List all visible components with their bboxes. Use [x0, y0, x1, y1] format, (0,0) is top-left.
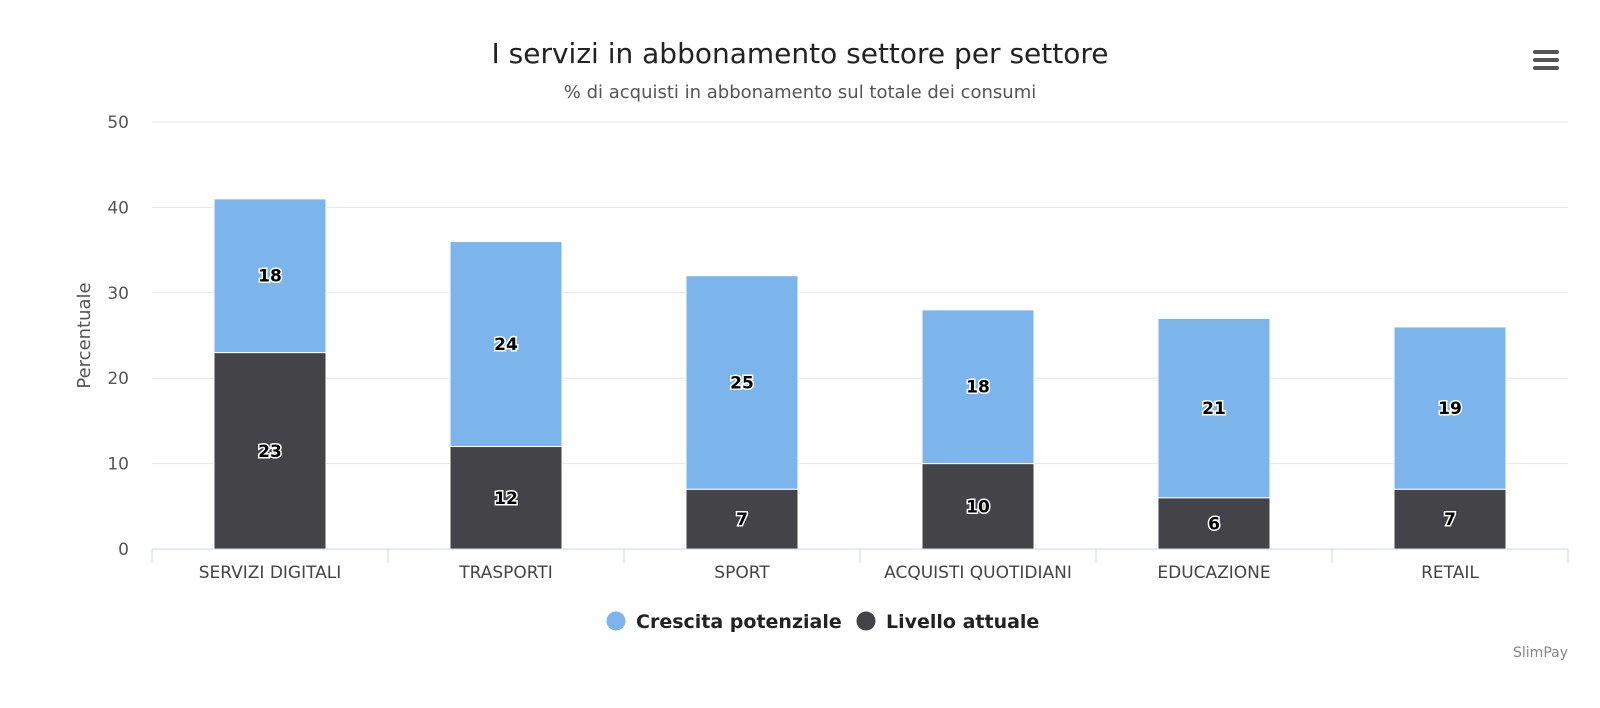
credit-label[interactable]: SlimPay — [1513, 645, 1568, 661]
legend-item[interactable]: Livello attuale — [856, 611, 1040, 633]
x-axis: SERVIZI DIGITALI TRASPORTI SPORT ACQUISTI Q… — [151, 548, 1569, 583]
legend-label: Livello attuale — [886, 611, 1039, 633]
bar-segment[interactable] — [1393, 488, 1507, 550]
bar-segment[interactable] — [921, 309, 1035, 465]
bar-segment[interactable] — [1157, 317, 1271, 499]
bar-segment[interactable] — [449, 241, 563, 448]
y-tick-label: 0 — [118, 540, 129, 560]
y-tick-label: 50 — [107, 113, 129, 133]
x-category-label: TRASPORTI — [458, 563, 553, 583]
y-tick-label: 20 — [107, 369, 129, 389]
data-label: 19 — [1438, 399, 1462, 419]
y-tick-label: 30 — [107, 284, 129, 304]
x-category-label: SERVIZI DIGITALI — [199, 563, 342, 583]
legend-marker — [606, 611, 626, 631]
bars: 23 18 12 24 7 25 10 18 6 21 7 19 — [213, 198, 1507, 550]
x-category-label: ACQUISTI QUOTIDIANI — [884, 563, 1072, 583]
chart-subtitle: % di acquisti in abbonamento sul totale … — [564, 82, 1037, 103]
y-tick-label: 40 — [107, 198, 129, 218]
legend-label: Crescita potenziale — [636, 611, 842, 633]
data-label: 18 — [258, 267, 282, 287]
grid-lines — [152, 121, 1568, 465]
data-label: 23 — [258, 442, 282, 462]
bar-segment[interactable] — [213, 198, 327, 354]
legend-item[interactable]: Crescita potenziale — [606, 611, 842, 633]
y-axis: 0 10 20 30 40 50 — [107, 113, 129, 560]
data-label: 12 — [494, 489, 518, 509]
chart-title: I servizi in abbonamento settore per set… — [492, 37, 1109, 70]
y-axis-title: Percentuale — [74, 282, 95, 388]
bar-segment[interactable] — [1157, 497, 1271, 550]
legend-marker — [856, 611, 876, 631]
data-label: 7 — [1444, 510, 1456, 530]
data-label: 7 — [736, 510, 748, 530]
x-category-label: EDUCAZIONE — [1157, 563, 1270, 583]
x-category-label: RETAIL — [1421, 563, 1479, 583]
x-category-label: SPORT — [714, 563, 770, 583]
y-tick-label: 10 — [107, 455, 129, 475]
bar-segment[interactable] — [213, 352, 327, 550]
data-label: 18 — [966, 378, 990, 398]
data-label: 10 — [966, 497, 990, 517]
data-label: 25 — [730, 373, 754, 393]
bar-segment[interactable] — [921, 463, 1035, 550]
data-label: 24 — [494, 335, 518, 355]
legend: Crescita potenziale Livello attuale — [606, 611, 1040, 633]
bar-segment[interactable] — [685, 275, 799, 490]
bar-segment[interactable] — [1393, 326, 1507, 490]
data-label: 6 — [1208, 514, 1220, 534]
hamburger-menu-icon[interactable] — [1532, 48, 1560, 74]
data-label: 21 — [1202, 399, 1226, 419]
